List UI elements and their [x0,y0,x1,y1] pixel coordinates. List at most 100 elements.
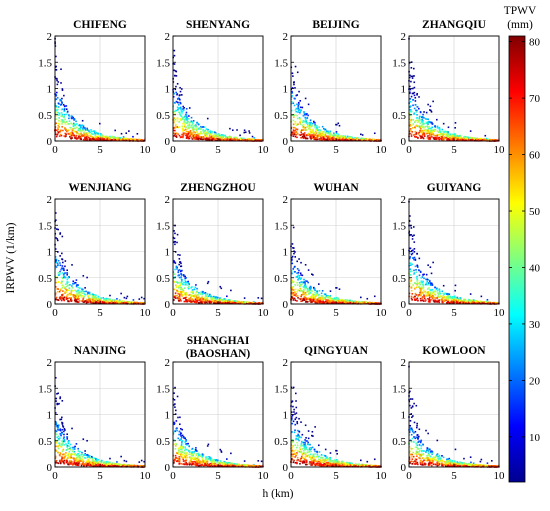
scatter-point [218,133,221,136]
scatter-point [452,299,455,302]
scatter-point [409,88,412,91]
scatter-point [486,139,488,141]
scatter-point [336,298,339,300]
scatter-point [305,120,308,123]
scatter-point [338,137,341,139]
scatter-point [413,86,416,89]
scatter-point [308,300,311,303]
scatter-point [251,139,253,142]
scatter-point [185,292,187,294]
scatter-point [305,286,308,289]
scatter-point [90,135,92,138]
scatter-point [73,130,76,133]
scatter-point [427,103,429,106]
x-tick-label: 5 [333,307,339,319]
scatter-point [82,125,85,127]
panel-title: ZHANGQIU [422,19,487,31]
scatter-point [428,132,431,135]
scatter-point [177,290,180,293]
scatter-point [295,131,298,134]
scatter-point [55,266,58,268]
scatter-point [193,295,195,297]
scatter-point [186,293,188,296]
scatter-point [197,301,200,304]
scatter-point [290,90,293,93]
scatter-point [174,294,177,297]
scatter-point [108,302,110,305]
scatter-point [114,138,117,141]
scatter-point [116,298,118,300]
scatter-point [97,137,99,139]
scatter-point [179,265,182,268]
scatter-point [340,135,343,138]
scatter-point [422,119,424,122]
scatter-point [194,296,197,299]
scatter-point [342,300,344,303]
scatter-point [70,122,73,125]
scatter-point [78,127,81,130]
scatter-point [67,284,69,287]
scatter-point [290,293,293,296]
scatter-point [410,297,413,300]
scatter-point [189,294,191,296]
scatter-point [338,288,341,290]
scatter-point [83,293,86,296]
scatter-point [177,282,179,284]
scatter-point [248,130,250,132]
y-tick-label: 0.5 [156,110,170,122]
scatter-point [438,126,441,129]
scatter-point [483,139,486,141]
scatter-point [321,295,324,297]
scatter-point [376,139,379,141]
scatter-point [349,135,351,138]
scatter-point [181,291,184,294]
scatter-point [319,298,322,301]
scatter-point [179,102,182,105]
scatter-point [66,272,69,275]
scatter-point [66,278,69,281]
scatter-point [197,138,199,141]
scatter-point [78,137,81,140]
scatter-point [329,136,332,138]
scatter-point [114,300,116,303]
scatter-point [333,299,336,301]
scatter-point [172,95,175,98]
scatter-point [303,134,306,136]
scatter-point [76,294,78,297]
scatter-point [309,128,312,131]
scatter-point [185,133,188,135]
scatter-point [117,300,120,303]
scatter-point [294,120,297,123]
scatter-point [473,299,475,302]
scatter-point [293,252,295,255]
scatter-point [103,136,106,138]
scatter-point [65,128,67,131]
scatter-point [62,120,65,122]
scatter-point [465,139,467,142]
scatter-point [58,135,61,137]
scatter-point [196,131,198,133]
scatter-point [304,281,306,284]
scatter-point [82,134,84,136]
scatter-point [76,293,78,296]
scatter-point [204,130,206,132]
scatter-point [181,279,183,281]
scatter-point [291,258,293,261]
scatter-point [205,301,207,304]
scatter-point [409,106,411,108]
scatter-point [295,293,297,295]
scatter-point [241,137,243,140]
scatter-point [174,262,177,264]
scatter-point [213,302,215,305]
scatter-point [61,252,63,255]
scatter-point [290,109,293,112]
scatter-point [113,300,115,303]
scatter-point [61,284,64,287]
x-tick-label: 0 [288,307,294,319]
scatter-point [60,115,63,117]
scatter-point [326,299,328,301]
scatter-point [55,118,57,121]
y-tick-label: 1.5 [392,57,406,69]
scatter-point [59,133,62,136]
scatter-point [331,136,334,139]
